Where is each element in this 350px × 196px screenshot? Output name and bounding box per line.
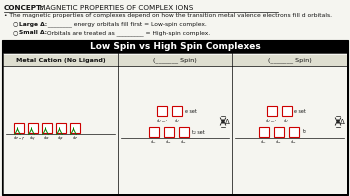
FancyBboxPatch shape [56,123,66,133]
FancyBboxPatch shape [119,55,232,66]
FancyBboxPatch shape [149,127,159,137]
Text: Large Δ:: Large Δ: [19,22,47,26]
FancyBboxPatch shape [266,106,277,116]
Text: e set: e set [185,109,197,113]
Text: (_______ Spin): (_______ Spin) [268,57,312,63]
Text: d$_{xy}$: d$_{xy}$ [29,134,37,143]
Text: d$_{xz}$: d$_{xz}$ [43,134,51,142]
FancyBboxPatch shape [233,55,347,66]
FancyBboxPatch shape [2,40,348,195]
Text: Low Spin vs High Spin Complexes: Low Spin vs High Spin Complexes [90,42,260,51]
Text: MAGNETIC PROPERTIES OF COMPLEX IONS: MAGNETIC PROPERTIES OF COMPLEX IONS [37,5,193,11]
Text: d$_{x^2-y^2}$: d$_{x^2-y^2}$ [13,134,26,143]
Text: d$_{xz}$: d$_{xz}$ [290,139,297,146]
Text: Δ: Δ [225,119,230,124]
Text: t₂ set: t₂ set [192,130,205,134]
Text: d$_{x^2-y^2}$: d$_{x^2-y^2}$ [265,117,278,124]
FancyBboxPatch shape [70,123,80,133]
Text: CONCEPT:: CONCEPT: [4,5,45,11]
FancyBboxPatch shape [273,127,284,137]
FancyBboxPatch shape [288,127,299,137]
FancyBboxPatch shape [14,123,24,133]
FancyBboxPatch shape [157,106,167,116]
FancyBboxPatch shape [179,127,189,137]
Text: d$_{x^2-y^2}$: d$_{x^2-y^2}$ [156,117,168,124]
Text: ________ energy orbitals fill first = Low-spin complex.: ________ energy orbitals fill first = Lo… [46,22,207,27]
Text: (_______ Spin): (_______ Spin) [153,57,197,63]
Text: ○: ○ [13,30,18,35]
FancyBboxPatch shape [172,106,182,116]
Text: d$_{z^2}$: d$_{z^2}$ [174,117,180,125]
Text: t$_2$: t$_2$ [301,128,307,136]
Text: d$_{xy}$: d$_{xy}$ [260,139,267,145]
FancyBboxPatch shape [164,127,174,137]
FancyBboxPatch shape [281,106,292,116]
FancyBboxPatch shape [28,123,38,133]
Text: d$_{z^2}$: d$_{z^2}$ [72,134,78,142]
FancyBboxPatch shape [259,127,268,137]
Text: Metal Cation (No Ligand): Metal Cation (No Ligand) [16,57,105,63]
Text: d$_{yz}$: d$_{yz}$ [57,134,65,143]
FancyBboxPatch shape [3,55,118,66]
Text: e set: e set [294,109,306,113]
Text: d$_{xz}$: d$_{xz}$ [275,139,282,146]
FancyBboxPatch shape [3,53,347,194]
Text: d$_{xz}$: d$_{xz}$ [181,139,188,146]
Text: Δ: Δ [340,119,345,124]
FancyBboxPatch shape [42,123,52,133]
Text: d$_{xy}$: d$_{xy}$ [150,139,158,145]
Text: d$_{xz}$: d$_{xz}$ [166,139,173,146]
Text: Orbitals are treated as _________ = High-spin complex.: Orbitals are treated as _________ = High… [45,30,210,36]
Text: Small Δ:: Small Δ: [19,30,47,35]
Text: ○: ○ [13,22,18,26]
Text: • The magnetic properties of complexes depend on how the transition metal valenc: • The magnetic properties of complexes d… [4,13,332,18]
Text: d$_{z^2}$: d$_{z^2}$ [283,117,290,125]
